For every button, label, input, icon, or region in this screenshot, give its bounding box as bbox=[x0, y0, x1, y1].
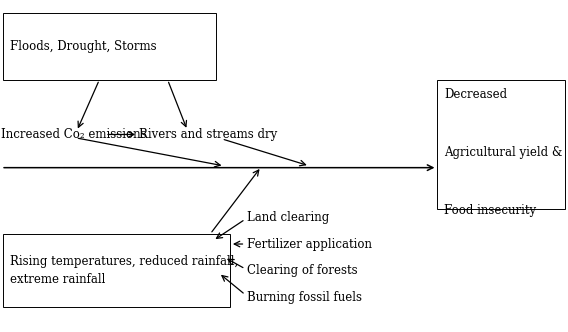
FancyBboxPatch shape bbox=[437, 80, 565, 209]
Text: Agricultural yield &: Agricultural yield & bbox=[444, 146, 562, 159]
Text: Rivers and streams dry: Rivers and streams dry bbox=[139, 128, 277, 141]
Text: Land clearing: Land clearing bbox=[247, 211, 329, 224]
Text: Burning fossil fuels: Burning fossil fuels bbox=[247, 290, 362, 304]
Text: Fertilizer application: Fertilizer application bbox=[247, 237, 372, 251]
Text: Increased Co₂ emissions: Increased Co₂ emissions bbox=[1, 128, 147, 141]
FancyBboxPatch shape bbox=[3, 13, 216, 80]
Text: Floods, Drought, Storms: Floods, Drought, Storms bbox=[10, 40, 156, 53]
FancyBboxPatch shape bbox=[3, 234, 230, 307]
Text: Rising temperatures, reduced rainfall,
extreme rainfall: Rising temperatures, reduced rainfall, e… bbox=[10, 255, 238, 286]
Text: Food insecurity: Food insecurity bbox=[444, 204, 536, 217]
Text: Clearing of forests: Clearing of forests bbox=[247, 264, 358, 277]
Text: Decreased: Decreased bbox=[444, 88, 507, 101]
